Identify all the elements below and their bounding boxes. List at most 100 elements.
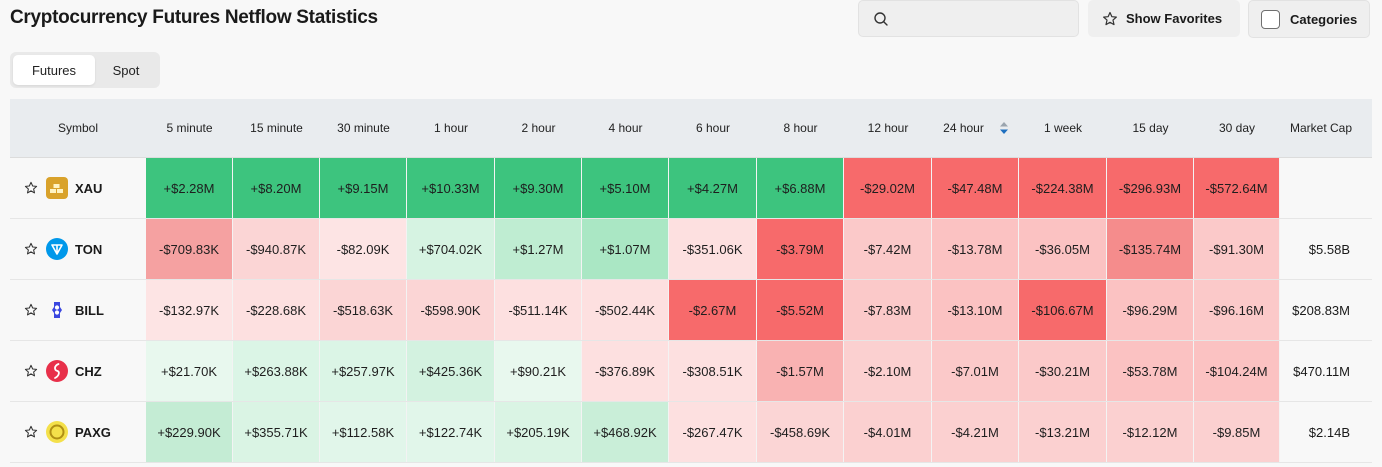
favorite-star-icon[interactable]: [24, 242, 38, 256]
categories-checkbox[interactable]: [1261, 9, 1280, 29]
netflow-cell: -$53.78M: [1107, 341, 1194, 401]
column-header-1-hour[interactable]: 1 hour: [407, 99, 495, 157]
column-header-label: Market Cap: [1289, 121, 1353, 135]
netflow-cell: -$2.10M: [844, 341, 932, 401]
netflow-cell: +$112.58K: [320, 402, 407, 462]
categories-label: Categories: [1290, 11, 1358, 27]
netflow-cell: +$10.33M: [407, 158, 495, 218]
search-input[interactable]: [899, 7, 1069, 31]
symbol-name[interactable]: XAU: [75, 180, 103, 196]
column-header-12-hour[interactable]: 12 hour: [844, 99, 932, 157]
symbol-name[interactable]: CHZ: [75, 363, 102, 379]
column-header-2-hour[interactable]: 2 hour: [495, 99, 582, 157]
column-header-30-minute[interactable]: 30 minute: [320, 99, 407, 157]
netflow-cell: -$4.21M: [932, 402, 1019, 462]
market-cap-cell: $208.83M: [1292, 302, 1350, 318]
netflow-cell: +$205.19K: [495, 402, 582, 462]
netflow-cell: -$572.64M: [1194, 158, 1280, 218]
netflow-cell: +$468.92K: [582, 402, 669, 462]
column-header-label: 1 hour: [433, 121, 469, 135]
paxg-icon: [46, 421, 68, 443]
tab-futures[interactable]: Futures: [13, 55, 95, 85]
column-header-market-cap[interactable]: Market Cap: [1280, 99, 1362, 157]
netflow-cell: -$296.93M: [1107, 158, 1194, 218]
netflow-cell: -$228.68K: [233, 280, 320, 340]
netflow-cell: -$709.83K: [146, 219, 233, 279]
netflow-cell: +$122.74K: [407, 402, 495, 462]
netflow-cell: +$257.97K: [320, 341, 407, 401]
favorite-star-icon[interactable]: [24, 303, 38, 317]
netflow-cell: -$36.05M: [1019, 219, 1107, 279]
netflow-cell: -$13.10M: [932, 280, 1019, 340]
show-favorites-button[interactable]: Show Favorites: [1088, 0, 1240, 37]
netflow-cell: +$2.28M: [146, 158, 233, 218]
netflow-cell: -$598.90K: [407, 280, 495, 340]
symbol-name[interactable]: TON: [75, 241, 103, 257]
favorite-star-icon[interactable]: [24, 425, 38, 439]
netflow-cell: -$7.83M: [844, 280, 932, 340]
table-row[interactable]: TON -$709.83K -$940.87K -$82.09K +$704.02K +$…: [10, 219, 1372, 280]
netflow-cell: -$12.12M: [1107, 402, 1194, 462]
column-header-30-day[interactable]: 30 day: [1194, 99, 1280, 157]
market-cap-cell: $470.11M: [1293, 363, 1350, 379]
netflow-cell: -$47.48M: [932, 158, 1019, 218]
column-header-4-hour[interactable]: 4 hour: [582, 99, 669, 157]
market-cap-cell: $2.14B: [1308, 424, 1350, 440]
tab-spot[interactable]: Spot: [112, 62, 140, 78]
column-header-label: 30 day: [1218, 121, 1256, 135]
netflow-cell: -$29.02M: [844, 158, 932, 218]
favorite-star-icon[interactable]: [24, 364, 38, 378]
table-header: Symbol 5 minute 15 minute 30 minute 1 hour 2 …: [10, 99, 1372, 158]
netflow-cell: -$4.01M: [844, 402, 932, 462]
netflow-cell: +$704.02K: [407, 219, 495, 279]
netflow-cell: +$8.20M: [233, 158, 320, 218]
column-header-1-week[interactable]: 1 week: [1019, 99, 1107, 157]
netflow-cell: +$263.88K: [233, 341, 320, 401]
symbol-cell: CHZ: [10, 341, 146, 401]
column-header-label: 6 hour: [695, 121, 731, 135]
netflow-cell: -$308.51K: [669, 341, 757, 401]
netflow-cell: -$104.24M: [1194, 341, 1280, 401]
column-header-6-hour[interactable]: 6 hour: [669, 99, 757, 157]
netflow-cell: -$13.21M: [1019, 402, 1107, 462]
column-header-5-minute[interactable]: 5 minute: [146, 99, 233, 157]
column-header-label: 4 hour: [608, 121, 643, 135]
symbol-cell: XAU: [10, 158, 146, 218]
netflow-cell: +$9.15M: [320, 158, 407, 218]
column-header-label: 12 hour: [867, 121, 909, 135]
star-icon: [1103, 11, 1117, 25]
column-header-label: 24 hour: [943, 121, 984, 135]
sort-icon[interactable]: [999, 122, 1008, 134]
column-header-label: 8 hour: [783, 121, 818, 135]
symbol-cell: TON: [10, 219, 146, 279]
symbol-name[interactable]: PAXG: [75, 424, 111, 440]
categories-button[interactable]: Categories: [1248, 0, 1370, 38]
column-header-15-day[interactable]: 15 day: [1107, 99, 1194, 157]
symbol-name[interactable]: BILL: [75, 302, 104, 318]
netflow-cell: -$96.16M: [1194, 280, 1280, 340]
netflow-cell: +$21.70K: [146, 341, 233, 401]
column-header-label: 5 minute: [166, 121, 213, 135]
show-favorites-label: Show Favorites: [1126, 11, 1223, 26]
column-header-symbol[interactable]: Symbol: [10, 99, 146, 157]
search-box[interactable]: [858, 0, 1079, 37]
netflow-cell: +$5.10M: [582, 158, 669, 218]
market-tabs: Futures Spot: [10, 52, 160, 88]
netflow-cell: +$355.71K: [233, 402, 320, 462]
netflow-cell: -$511.14K: [495, 280, 582, 340]
netflow-cell: -$940.87K: [233, 219, 320, 279]
column-header-label: 15 minute: [250, 121, 303, 135]
netflow-cell: -$9.85M: [1194, 402, 1280, 462]
symbol-cell: PAXG: [10, 402, 146, 462]
column-header-24-hour[interactable]: 24 hour: [932, 99, 1019, 157]
favorite-star-icon[interactable]: [24, 181, 38, 195]
table-row[interactable]: PAXG +$229.90K +$355.71K +$112.58K +$122.74K…: [10, 402, 1372, 463]
column-header-label: 15 day: [1132, 121, 1169, 135]
table-row[interactable]: CHZ +$21.70K +$263.88K +$257.97K +$425.36K +$…: [10, 341, 1372, 402]
column-header-8-hour[interactable]: 8 hour: [757, 99, 844, 157]
table-row[interactable]: BILL -$132.97K -$228.68K -$518.63K -$598.90K…: [10, 280, 1372, 341]
table-row[interactable]: XAU +$2.28M +$8.20M +$9.15M +$10.33M +$9.30M +…: [10, 158, 1372, 219]
netflow-cell: +$9.30M: [495, 158, 582, 218]
column-header-15-minute[interactable]: 15 minute: [233, 99, 320, 157]
